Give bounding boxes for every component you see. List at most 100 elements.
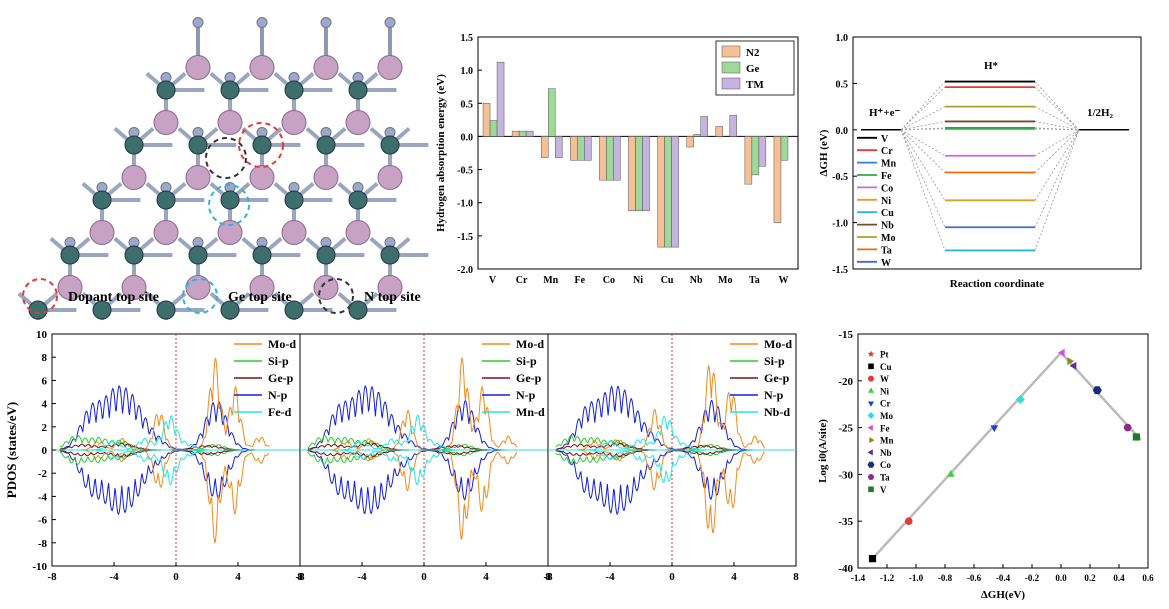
ge-atom [153,110,179,135]
legend-label: V [881,134,889,145]
bar-tm-nb [700,116,708,137]
pdos-subplot-3: -8 -4 0 4 8 Mo-d Si-p Ge-p N-p Nb-d [543,333,799,583]
pdos-curve-ge-p-up [307,442,517,451]
connector [1034,106,1080,131]
x-tick-label: -8 [543,571,553,583]
connector [900,129,946,251]
y-tick-label: 6 [42,375,48,387]
x-tick-label: 0.6 [1142,573,1154,583]
volcano-legend: Pt Cu W Ni Cr Mo Fe Mn Nb Co Ta V [867,350,894,495]
x-tick-label: 8 [297,571,303,583]
bar-n2-cr [511,130,520,137]
bar-n2-ni [628,136,636,211]
legend-marker-cr [868,401,874,407]
legend-marker-mn [869,437,875,444]
connector [1034,129,1080,228]
point-w [904,517,913,526]
legend-label: Si-p [268,354,289,368]
mo-atom [252,135,272,155]
connector [900,129,946,173]
legend-label: Fe [880,423,890,433]
mo-atom [220,190,240,210]
y-tick-label: 2 [42,422,48,434]
legend-label: Dopant top site [68,290,159,305]
mo-atom [156,80,176,100]
n-site-marker [205,137,247,179]
legend-marker [22,278,58,314]
x-tick-label: Mn [543,275,558,286]
x-tick-label: -8 [47,571,57,583]
mo-atom [348,190,368,210]
x-tick-label: 0.2 [1084,573,1096,583]
ge-atom [217,220,243,245]
x-tick-label: -0.6 [967,573,982,583]
legend-label: Ge [746,63,760,75]
site-markers [205,122,284,226]
legend-label: Ge-p [764,371,790,385]
x-axis-label: ΔGH(eV) [981,589,1025,601]
ge-atom [313,55,339,80]
ge-atom [153,220,179,245]
x-tick-label: -0.8 [938,573,953,583]
mo-atom [284,80,304,100]
x-tick-label: V [489,275,497,286]
point-cr [990,425,999,433]
legend-label: Cu [881,208,894,219]
pdos-curve-ge-p-down [59,449,269,458]
y-tick-label: -0.5 [832,172,848,183]
ge-atom [57,275,83,300]
ge-atom [185,55,211,80]
pdos-subplot-2: -8 -4 0 4 8 Mo-d Si-p Ge-p N-p Mn-d [295,333,551,583]
legend-label: Cu [880,362,892,372]
mo-atom [188,245,208,265]
legend-label: Mo [880,411,893,421]
x-axis-label: Reaction coordinate [950,278,1045,290]
y-tick-label: 1.0 [836,33,849,44]
connector [900,129,946,201]
legend-label: Mo-d [516,337,544,351]
point-mn [1067,357,1075,365]
plot-frame [477,36,799,270]
ge-atom [185,275,211,300]
free-energy-diagram: 1.0 0.5 0.0 -0.5 -1.0 -1.5 H⁺+e⁻ H* 1/2H₂ VCr MnFe… [818,33,1142,290]
x-tick-label: 0 [173,571,179,583]
mo-atom [284,190,304,210]
y-tick-label: 1.0 [461,66,474,77]
bar-n2-ta [744,136,753,185]
connector [900,86,946,131]
legend-label: Ge top site [228,290,292,305]
legend-marker [318,278,354,314]
y-tick-label: 0.0 [461,132,474,143]
legend-label: Ta [880,473,890,483]
x-tick-label: Co [603,275,615,286]
legend-label: Fe-d [268,405,292,419]
y-tick-label: -1.0 [457,199,473,210]
x-tick-label: -4 [357,571,367,583]
legend-label: N top site [364,290,421,305]
y-axis-label: PDOS (states/eV) [4,402,19,498]
pdos-chart: -8 -4 0 4 8Mo-dSi-pGe-pN-pFe-d1086420-2-4-6-… [4,329,799,583]
connector [900,128,946,131]
pdos-curve-mn-d-up [307,414,517,451]
mo-atom [348,80,368,100]
y-tick-label: -1.5 [832,265,848,276]
y-tick-label: 0.5 [461,99,474,110]
ge-atom [377,165,403,190]
x-tick-label: Cr [516,275,528,286]
legend-label: Mo-d [764,337,792,351]
bar-n2-mo [715,126,724,137]
y-tick-label: -40 [838,563,853,575]
legend-marker-nb [867,449,873,456]
bar-ge-ta [751,136,760,176]
mo-atom [284,300,304,320]
legend-label: Nb [880,448,892,458]
mo-atom [348,300,368,320]
site-legend: Dopant top site Ge top site N top site [22,278,421,314]
y-tick-label: -30 [838,469,853,481]
pdos-curve-n-p-down [555,449,765,516]
legend-label: N-p [764,388,784,402]
pdos-curve-n-p-up [555,385,765,451]
bar-ge-cr [518,130,527,137]
mo-atom [124,135,144,155]
mo-atom [380,245,400,265]
